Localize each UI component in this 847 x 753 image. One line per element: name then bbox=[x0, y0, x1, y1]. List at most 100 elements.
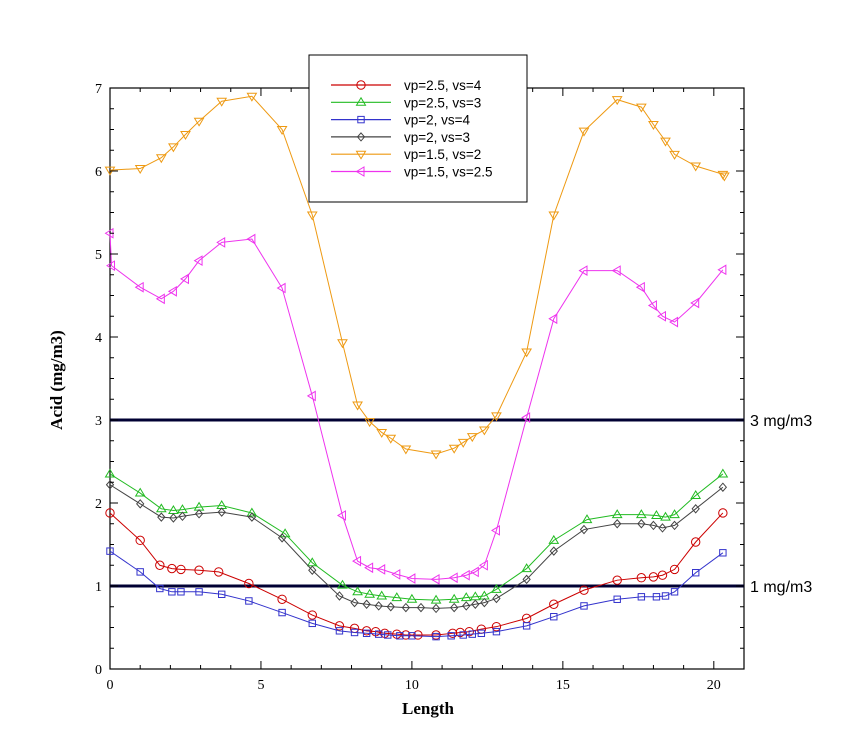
data-point bbox=[691, 504, 700, 514]
data-point bbox=[670, 588, 679, 596]
data-point bbox=[690, 162, 702, 172]
data-point bbox=[581, 514, 593, 524]
y-tick-label: 5 bbox=[95, 248, 102, 263]
data-point bbox=[718, 508, 728, 518]
data-point bbox=[690, 537, 701, 547]
data-point bbox=[157, 512, 166, 522]
series-line bbox=[109, 95, 725, 455]
data-point bbox=[156, 584, 164, 593]
data-point bbox=[406, 573, 416, 584]
data-point bbox=[374, 601, 383, 611]
data-point bbox=[376, 428, 388, 438]
legend-marker bbox=[357, 115, 365, 124]
data-point bbox=[155, 154, 167, 164]
data-point bbox=[635, 281, 645, 293]
data-point bbox=[352, 401, 363, 411]
series-line bbox=[109, 512, 724, 636]
data-point bbox=[413, 630, 423, 640]
data-point bbox=[718, 172, 730, 182]
data-point bbox=[176, 564, 186, 575]
x-tick-label: 0 bbox=[107, 678, 114, 693]
data-point bbox=[391, 592, 403, 602]
data-point bbox=[336, 510, 346, 521]
data-point bbox=[492, 627, 501, 636]
data-point bbox=[155, 293, 165, 305]
reference-lines: 3 mg/m3 1 mg/m3 bbox=[110, 413, 812, 596]
data-point bbox=[466, 433, 478, 443]
data-point bbox=[247, 512, 257, 522]
data-point bbox=[431, 630, 441, 640]
data-point bbox=[384, 631, 392, 639]
data-point bbox=[548, 211, 560, 221]
data-point bbox=[352, 586, 363, 596]
data-point bbox=[167, 563, 177, 574]
series-line bbox=[109, 550, 724, 638]
data-point bbox=[447, 632, 455, 640]
data-point bbox=[362, 629, 371, 638]
data-point bbox=[670, 520, 679, 531]
data-point bbox=[491, 621, 502, 632]
data-point bbox=[136, 568, 144, 576]
data-point bbox=[648, 121, 659, 130]
data-point bbox=[136, 499, 145, 509]
series-vp-1-5-vs-2-5 bbox=[104, 227, 727, 585]
data-point bbox=[652, 593, 661, 601]
axes-layer: 0 5 10 15 20 0 1 2 3 4 5 6 7 bbox=[95, 82, 745, 693]
data-point bbox=[649, 520, 658, 531]
data-point bbox=[178, 511, 187, 522]
data-point bbox=[448, 572, 458, 584]
data-point bbox=[460, 592, 472, 602]
legend-item: vp=1.5, vs=2.5 bbox=[331, 165, 493, 180]
data-point bbox=[335, 627, 344, 635]
data-point bbox=[386, 601, 395, 612]
legend-label: vp=2, vs=3 bbox=[404, 130, 470, 145]
data-point bbox=[432, 632, 440, 641]
data-point bbox=[550, 613, 558, 621]
series-vp-2-5-vs-3 bbox=[104, 468, 729, 604]
reference-line-label: 1 mg/m3 bbox=[750, 579, 812, 596]
data-point bbox=[478, 559, 488, 571]
data-point bbox=[521, 412, 531, 423]
data-point bbox=[195, 588, 203, 596]
legend-label: vp=2.5, vs=4 bbox=[404, 78, 482, 93]
data-point bbox=[104, 468, 116, 478]
data-point bbox=[448, 593, 460, 603]
data-point bbox=[612, 575, 622, 585]
data-point bbox=[657, 310, 666, 322]
data-point bbox=[361, 626, 372, 636]
data-point bbox=[400, 445, 412, 455]
data-point bbox=[657, 570, 668, 580]
data-point bbox=[364, 588, 376, 598]
data-point bbox=[337, 579, 348, 589]
legend-label: vp=2.5, vs=3 bbox=[404, 95, 481, 110]
data-point bbox=[690, 490, 702, 500]
data-point bbox=[636, 573, 647, 583]
y-tick-label: 1 bbox=[95, 580, 102, 595]
data-point bbox=[691, 569, 700, 577]
series-line bbox=[109, 473, 724, 601]
data-point bbox=[216, 97, 228, 107]
data-point bbox=[613, 595, 621, 603]
data-point bbox=[308, 565, 317, 575]
data-point bbox=[106, 547, 114, 555]
data-point bbox=[396, 632, 404, 640]
legend-label: vp=1.5, vs=2 bbox=[404, 147, 481, 162]
data-point bbox=[669, 564, 680, 575]
data-point bbox=[350, 628, 359, 637]
data-point bbox=[277, 533, 287, 543]
data-point bbox=[521, 613, 532, 624]
data-point bbox=[578, 265, 588, 276]
data-point bbox=[718, 482, 728, 492]
x-axis-label: Length bbox=[402, 699, 455, 718]
data-point bbox=[401, 602, 411, 613]
data-point bbox=[658, 523, 667, 533]
data-point bbox=[549, 599, 559, 609]
legend-item: vp=2.5, vs=4 bbox=[331, 78, 482, 93]
data-point bbox=[169, 513, 178, 523]
data-point bbox=[549, 546, 558, 556]
data-point bbox=[135, 535, 145, 546]
legend-label: vp=1.5, vs=2.5 bbox=[404, 165, 493, 180]
data-point bbox=[134, 487, 146, 497]
legend-item: vp=2.5, vs=3 bbox=[331, 95, 481, 110]
series-line bbox=[109, 233, 724, 580]
